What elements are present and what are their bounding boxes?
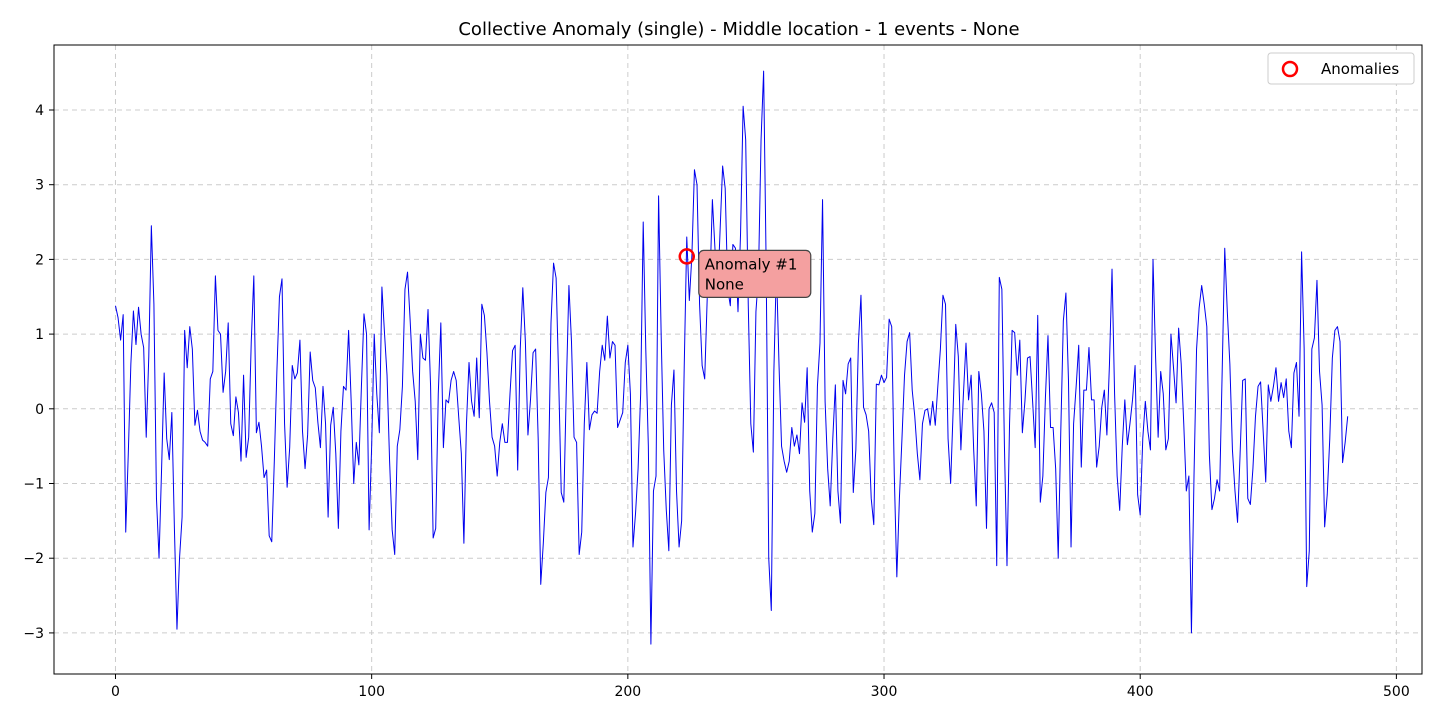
x-tick-label: 500 <box>1383 684 1410 700</box>
x-tick-label: 300 <box>871 684 898 700</box>
legend: Anomalies <box>1267 52 1415 85</box>
annotation-line-1: Anomaly #1 <box>705 255 798 273</box>
axis-ticks: 0 100 200 300 400 500 −3 −2 −1 0 1 2 3 4 <box>23 103 1409 700</box>
legend-label-anomalies: Anomalies <box>1321 60 1399 78</box>
y-tick-label: −3 <box>23 626 44 642</box>
x-tick-label: 0 <box>111 684 120 700</box>
y-tick-label: 2 <box>35 252 44 268</box>
chart-title: Collective Anomaly (single) - Middle loc… <box>458 19 1019 40</box>
anomaly-marker <box>678 248 696 265</box>
y-tick-label: −2 <box>23 551 44 567</box>
y-tick-label: 3 <box>35 178 44 194</box>
x-tick-label: 200 <box>614 684 641 700</box>
legend-box <box>1267 52 1415 85</box>
anomaly-layer <box>678 248 696 265</box>
y-tick-label: 4 <box>35 103 44 119</box>
x-tick-label: 400 <box>1127 684 1154 700</box>
legend-marker-anomalies <box>1281 60 1299 78</box>
plot-frame <box>53 44 1423 675</box>
y-tick-label: 0 <box>35 402 44 418</box>
y-tick-label: −1 <box>23 477 44 493</box>
x-tick-label: 100 <box>358 684 385 700</box>
annotation-line-2: None <box>705 275 744 293</box>
grid <box>54 45 1422 674</box>
anomaly-annotation: Anomaly #1 None <box>698 249 812 299</box>
y-tick-label: 1 <box>35 327 44 343</box>
annotation-box <box>698 249 812 299</box>
